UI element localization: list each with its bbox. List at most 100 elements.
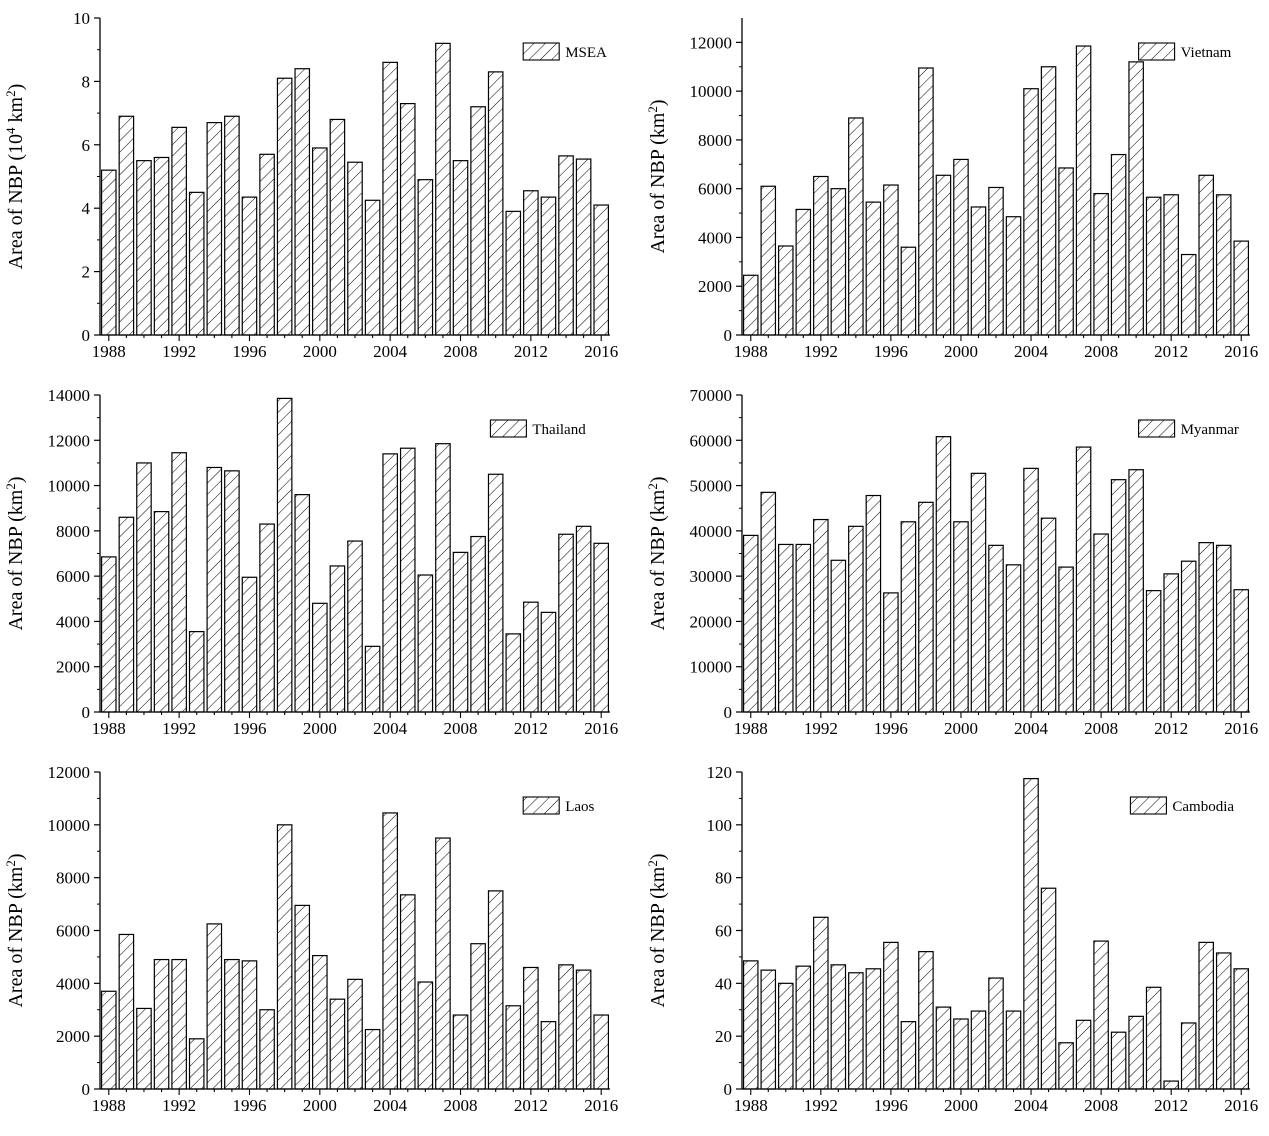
bar-cambodia-1988 <box>742 960 759 1090</box>
bar-msea-1995 <box>224 115 240 336</box>
y-tick-label: 2000 <box>698 277 732 296</box>
y-tick-label: 80 <box>715 869 732 888</box>
bar-laos-2012 <box>523 966 539 1090</box>
bar-thailand-2006 <box>417 574 434 713</box>
x-tick-label: 2012 <box>514 719 548 738</box>
bar-vietnam-2010 <box>1128 61 1144 336</box>
bar-msea-1993 <box>188 191 205 336</box>
bar-cambodia-1992 <box>813 916 829 1090</box>
legend-myanmar: Myanmar <box>1138 419 1239 438</box>
bar-msea-2015 <box>575 158 592 336</box>
bar-cambodia-2014 <box>1198 941 1214 1090</box>
y-axis-label: Area of NBP (km2) <box>3 476 28 630</box>
bar-msea-2011 <box>505 210 522 336</box>
bar-laos-2007 <box>435 837 451 1090</box>
bar-laos-2006 <box>417 981 434 1090</box>
bar-vietnam-2005 <box>1040 66 1057 336</box>
bar-vietnam-1998 <box>918 67 934 336</box>
x-tick-label: 1988 <box>734 342 768 361</box>
bar-myanmar-2014 <box>1198 542 1214 713</box>
y-tick-label: 20 <box>715 1027 732 1046</box>
bar-vietnam-2015 <box>1215 194 1232 336</box>
bar-cambodia-2000 <box>953 1018 969 1090</box>
x-tick-label: 2012 <box>514 342 548 361</box>
y-axis-label: Area of NBP (km2) <box>645 853 670 1007</box>
bar-thailand-2001 <box>329 565 346 713</box>
bar-thailand-1996 <box>241 576 258 713</box>
y-axis-label: Area of NBP (km2) <box>3 853 28 1007</box>
bar-thailand-2015 <box>575 525 592 713</box>
y-tick-label: 10000 <box>48 816 91 835</box>
y-tick-label: 0 <box>724 326 733 345</box>
bar-msea-2007 <box>435 42 451 336</box>
bar-vietnam-1990 <box>778 245 794 336</box>
bar-myanmar-1996 <box>883 592 899 713</box>
bar-laos-1995 <box>224 958 240 1090</box>
y-tick-label: 0 <box>82 1080 91 1099</box>
y-tick-label: 2 <box>82 263 91 282</box>
bar-thailand-2009 <box>470 535 486 713</box>
bar-laos-2004 <box>382 812 398 1090</box>
bar-vietnam-1992 <box>813 175 829 336</box>
bar-laos-2015 <box>575 969 592 1090</box>
bar-thailand-1999 <box>294 494 311 713</box>
bar-cambodia-2016 <box>1233 968 1250 1090</box>
bar-cambodia-1993 <box>830 964 847 1090</box>
x-tick-label: 2000 <box>944 342 978 361</box>
bar-cambodia-1998 <box>918 951 934 1090</box>
y-tick-label: 12000 <box>48 431 91 450</box>
legend-label: Thailand <box>532 422 586 438</box>
bar-thailand-2004 <box>382 453 398 713</box>
bar-vietnam-1994 <box>848 117 864 336</box>
x-tick-label: 1996 <box>874 342 908 361</box>
y-tick-label: 0 <box>724 703 733 722</box>
bar-cambodia-2013 <box>1180 1022 1197 1090</box>
y-tick-label: 60000 <box>690 431 733 450</box>
legend-label: Laos <box>565 799 594 815</box>
bar-thailand-2011 <box>505 633 522 713</box>
x-tick-label: 1992 <box>162 342 196 361</box>
x-tick-label: 2004 <box>373 719 408 738</box>
bar-msea-2009 <box>470 106 486 336</box>
bar-msea-1991 <box>153 156 170 336</box>
bar-msea-1988 <box>100 169 117 336</box>
bar-vietnam-2007 <box>1075 45 1092 336</box>
legend-label: Myanmar <box>1181 422 1239 438</box>
bar-msea-1997 <box>259 153 275 336</box>
x-tick-label: 2008 <box>444 719 478 738</box>
y-tick-label: 4 <box>82 199 91 218</box>
bar-cambodia-2010 <box>1128 1015 1144 1090</box>
bar-myanmar-1995 <box>865 494 882 713</box>
x-tick-label: 2012 <box>1154 342 1188 361</box>
bar-thailand-1997 <box>259 523 275 713</box>
y-tick-label: 20000 <box>690 612 733 631</box>
x-tick-label: 2008 <box>1084 1096 1118 1115</box>
bar-laos-1997 <box>259 1009 275 1090</box>
bar-myanmar-2007 <box>1075 446 1092 713</box>
bar-thailand-1995 <box>224 470 240 713</box>
y-tick-label: 6000 <box>56 567 90 586</box>
y-tick-label: 8000 <box>56 522 90 541</box>
bar-thailand-2010 <box>487 473 504 713</box>
bar-thailand-2016 <box>593 542 610 713</box>
bar-thailand-2013 <box>540 611 557 713</box>
x-tick-label: 1988 <box>92 719 126 738</box>
chart-panel-cambodia: 0 20 40 60 80 100 120 1988 1992 1996 2000 2004 2008 2… <box>645 763 1259 1115</box>
bar-vietnam-2016 <box>1233 240 1250 336</box>
x-tick-label: 2008 <box>1084 342 1118 361</box>
bar-vietnam-2012 <box>1163 194 1179 336</box>
bar-msea-2013 <box>540 196 557 336</box>
bar-laos-2016 <box>593 1014 610 1090</box>
bar-msea-2014 <box>558 155 574 336</box>
y-axis-label: Area of NBP (km2) <box>645 476 670 630</box>
bar-laos-2014 <box>558 964 574 1090</box>
bar-laos-2009 <box>470 943 486 1090</box>
legend-swatch <box>522 42 560 61</box>
bar-vietnam-2002 <box>988 186 1004 336</box>
bar-msea-2002 <box>347 161 363 336</box>
bar-cambodia-2015 <box>1215 952 1232 1090</box>
x-tick-label: 1992 <box>804 342 838 361</box>
y-tick-label: 0 <box>82 326 91 345</box>
bar-myanmar-1989 <box>760 491 777 713</box>
x-tick-label: 2004 <box>373 342 408 361</box>
